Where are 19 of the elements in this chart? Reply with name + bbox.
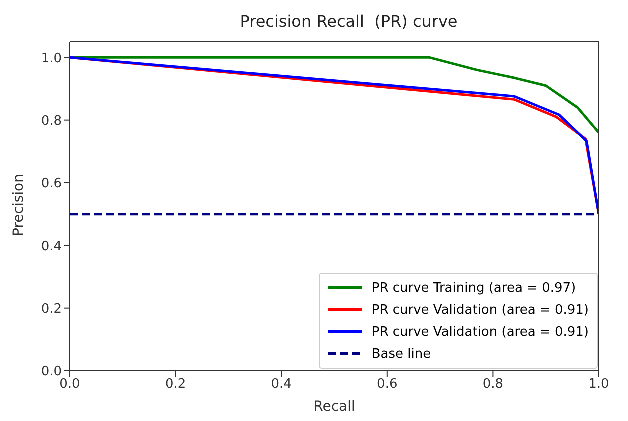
y-tick-label: 0.4 (41, 239, 62, 254)
x-tick-label: 0.8 (482, 377, 504, 392)
legend-label: PR curve Validation (area = 0.91) (372, 302, 589, 318)
y-tick-label: 1.0 (41, 51, 62, 66)
x-tick-label: 0.0 (60, 377, 80, 392)
x-axis-title: Recall (314, 399, 356, 415)
x-tick-label: 0.6 (377, 377, 398, 392)
legend-label: PR curve Training (area = 0.97) (372, 280, 576, 296)
legend-label: PR curve Validation (area = 0.91) (372, 324, 589, 340)
y-tick-label: 0.0 (41, 364, 62, 380)
y-axis-title: Precision (10, 174, 27, 236)
x-tick-label: 0.2 (165, 377, 186, 392)
y-tick-label: 0.2 (41, 302, 62, 317)
x-tick-label: 1.0 (588, 377, 610, 392)
x-tick-label: 0.4 (271, 377, 292, 392)
y-tick-label: 0.6 (41, 176, 62, 192)
y-tick-label: 0.8 (41, 114, 62, 129)
chart-title: Precision Recall (PR) curve (239, 12, 459, 31)
legend-label: Base line (372, 346, 432, 362)
